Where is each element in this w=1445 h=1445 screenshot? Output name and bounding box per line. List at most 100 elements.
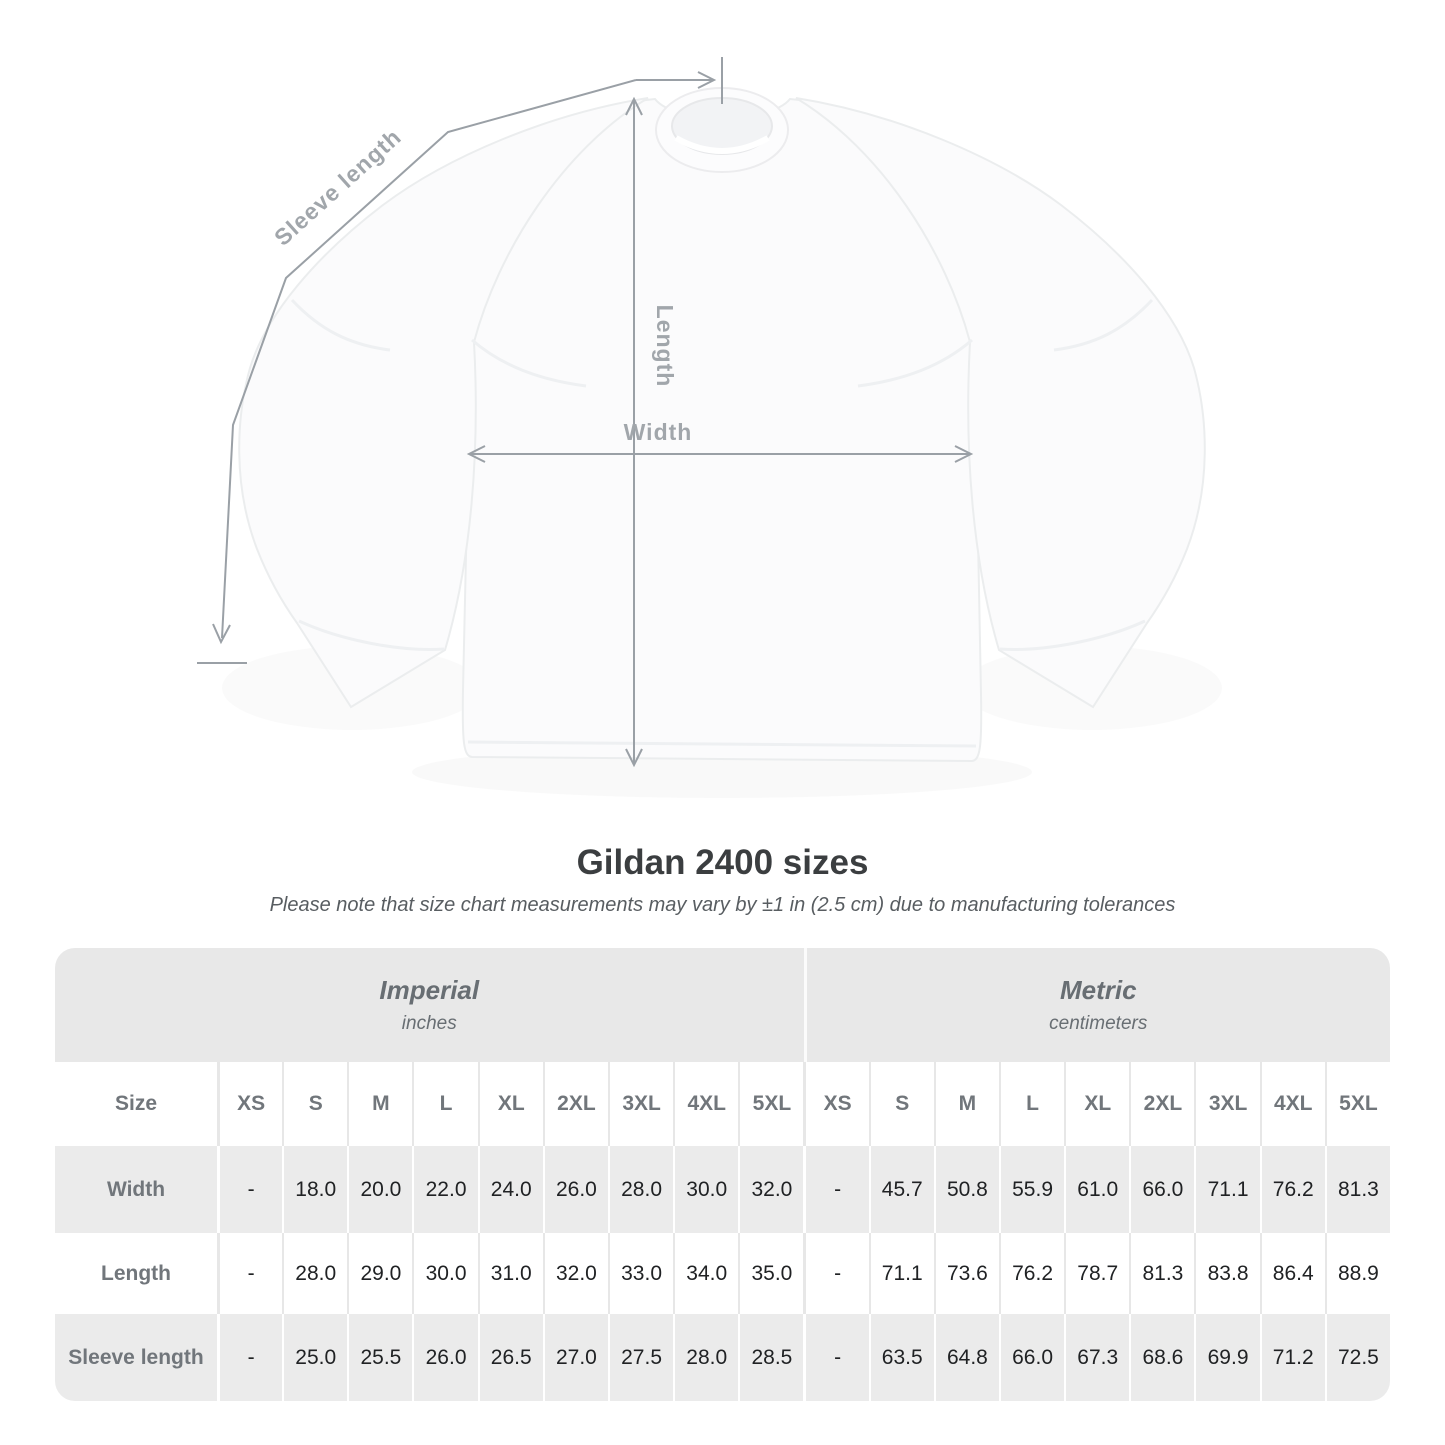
table-cell: 72.5 (1324, 1314, 1390, 1401)
table-cell: 34.0 (673, 1233, 738, 1314)
table-cell: 76.2 (998, 1233, 1064, 1314)
table-cell: 24.0 (477, 1146, 543, 1233)
col-header: 2XL (542, 1062, 608, 1146)
table-cell: 64.8 (933, 1314, 999, 1401)
col-header: 5XL (1324, 1062, 1390, 1146)
shirt-creases (290, 298, 1154, 748)
col-header: 5XL (738, 1062, 803, 1146)
table-cell: 31.0 (477, 1233, 543, 1314)
table-cell: 86.4 (1259, 1233, 1325, 1314)
table-cell: 88.9 (1324, 1233, 1390, 1314)
col-header: L (998, 1062, 1064, 1146)
table-cell: 29.0 (347, 1233, 412, 1314)
length-arrow (625, 96, 643, 768)
table-cell: 61.0 (1064, 1146, 1129, 1233)
metric-group-unit: centimeters (1049, 1013, 1148, 1034)
col-header: XS (803, 1062, 868, 1146)
table-cell: 78.7 (1064, 1233, 1129, 1314)
table-cell: 71.1 (1194, 1146, 1259, 1233)
table-cell: 35.0 (738, 1233, 803, 1314)
imperial-group-label: Imperial (379, 975, 480, 1005)
col-header: 2XL (1129, 1062, 1194, 1146)
table-cell: 27.5 (607, 1314, 673, 1401)
table-cell: 76.2 (1259, 1146, 1325, 1233)
unit-group-row: Imperial inches Metric centimeters (55, 948, 1390, 1062)
col-header: XS (217, 1062, 282, 1146)
table-cell: 32.0 (738, 1146, 803, 1233)
col-header: XL (477, 1062, 543, 1146)
row-label: Length (101, 1261, 171, 1285)
table-cell: 32.0 (542, 1233, 608, 1314)
shirt-sleeve-left (238, 97, 649, 709)
col-header: 3XL (1194, 1062, 1259, 1146)
col-header: S (868, 1062, 934, 1146)
table-cell: 26.0 (542, 1146, 608, 1233)
table-cell: - (803, 1314, 868, 1401)
table-cell: 68.6 (1129, 1314, 1194, 1401)
table-cell: 69.9 (1194, 1314, 1259, 1401)
col-header: 4XL (1259, 1062, 1325, 1146)
table-cell: 22.0 (412, 1146, 477, 1233)
table-cell: 63.5 (868, 1314, 934, 1401)
table-cell: 25.0 (282, 1314, 347, 1401)
size-table: Imperial inches Metric centimeters Size … (55, 948, 1390, 1401)
table-cell: - (803, 1146, 868, 1233)
col-header: L (412, 1062, 477, 1146)
table-cell: 33.0 (607, 1233, 673, 1314)
table-cell: 83.8 (1194, 1233, 1259, 1314)
width-arrow (466, 445, 974, 463)
table-cell: 71.1 (868, 1233, 934, 1314)
table-cell: 28.0 (607, 1146, 673, 1233)
table-cell: 30.0 (673, 1146, 738, 1233)
table-cell: 20.0 (347, 1146, 412, 1233)
row-label: Sleeve length (68, 1345, 204, 1369)
table-cell: 55.9 (998, 1146, 1064, 1233)
col-header: M (933, 1062, 999, 1146)
table-cell: 27.0 (542, 1314, 608, 1401)
table-cell: 67.3 (1064, 1314, 1129, 1401)
table-cell: 66.0 (998, 1314, 1064, 1401)
table-row-length: Length - 28.0 29.0 30.0 31.0 32.0 33.0 3… (55, 1233, 1390, 1314)
table-cell: 18.0 (282, 1146, 347, 1233)
size-column-header: Size (114, 1092, 158, 1115)
imperial-group-unit: inches (401, 1013, 457, 1034)
table-cell: 66.0 (1129, 1146, 1194, 1233)
length-label: Length (652, 305, 678, 388)
table-cell: 50.8 (933, 1146, 999, 1233)
page-subtitle: Please note that size chart measurements… (269, 894, 1176, 916)
table-cell: 73.6 (933, 1233, 999, 1314)
col-header: S (282, 1062, 347, 1146)
shirt-sleeve-right (795, 97, 1206, 709)
table-cell: - (803, 1233, 868, 1314)
table-cell: 71.2 (1259, 1314, 1325, 1401)
table-cell: 81.3 (1129, 1233, 1194, 1314)
col-header: XL (1064, 1062, 1129, 1146)
row-label: Width (106, 1177, 166, 1201)
metric-group-label: Metric (1059, 975, 1137, 1005)
table-cell: 25.5 (347, 1314, 412, 1401)
col-header: 4XL (673, 1062, 738, 1146)
table-cell: - (217, 1314, 282, 1401)
table-cell: 26.0 (412, 1314, 477, 1401)
table-row-width: Width - 18.0 20.0 22.0 24.0 26.0 28.0 30… (55, 1146, 1390, 1233)
metric-group-header: Metric centimeters (803, 948, 1391, 1062)
title-block: Gildan 2400 sizes Please note that size … (0, 843, 1445, 917)
width-label: Width (624, 419, 693, 445)
shirt-diagram: Sleeve length Length Width (197, 57, 1206, 768)
table-cell: - (217, 1146, 282, 1233)
table-cell: - (217, 1233, 282, 1314)
page-title: Gildan 2400 sizes (576, 843, 869, 882)
imperial-group-header: Imperial inches (55, 948, 804, 1062)
table-cell: 45.7 (868, 1146, 934, 1233)
table-cell: 30.0 (412, 1233, 477, 1314)
col-header: 3XL (607, 1062, 673, 1146)
table-cell: 28.0 (673, 1314, 738, 1401)
table-cell: 28.0 (282, 1233, 347, 1314)
shirt-collar (655, 87, 789, 173)
table-cell: 81.3 (1324, 1146, 1390, 1233)
col-header: M (347, 1062, 412, 1146)
table-cell: 28.5 (738, 1314, 803, 1401)
table-cell: 26.5 (477, 1314, 543, 1401)
size-header-row: Size XS S M L XL 2XL 3XL 4XL 5XL XS S M … (55, 1062, 1390, 1146)
